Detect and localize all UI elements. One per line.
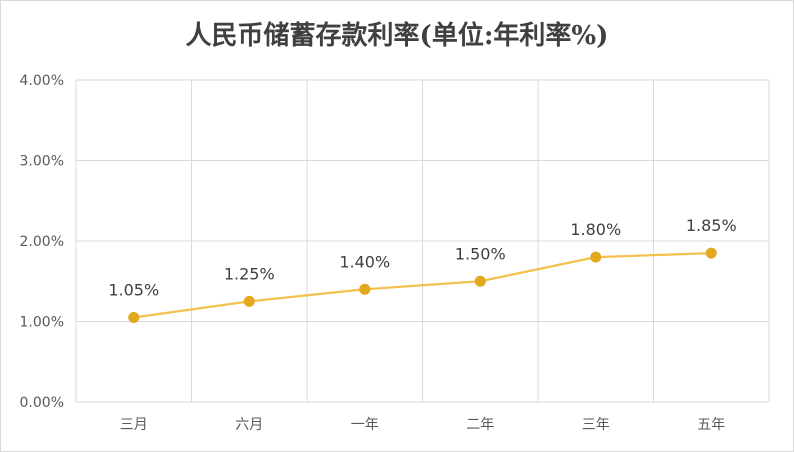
data-label: 1.50%	[455, 244, 506, 263]
chart-title: 人民币储蓄存款利率(单位:年利率%)	[186, 20, 609, 51]
data-points	[128, 247, 717, 323]
y-tick-label: 0.00%	[20, 395, 64, 411]
y-tick-label: 1.00%	[20, 315, 64, 331]
y-tick-label: 3.00%	[20, 154, 64, 170]
y-tick-label: 2.00%	[20, 234, 64, 250]
y-axis-ticks: 0.00% 1.00% 2.00% 3.00% 4.00%	[20, 73, 64, 411]
grid-lines	[75, 79, 770, 403]
data-label: 1.25%	[224, 264, 275, 283]
x-axis-ticks: 三月 六月 一年 二年 三年 五年	[120, 417, 726, 433]
data-point	[474, 275, 486, 287]
x-tick-label: 五年	[697, 417, 725, 433]
data-point	[590, 251, 602, 263]
data-point	[243, 295, 255, 307]
series-line	[133, 251, 712, 319]
data-point	[359, 283, 371, 295]
series-polyline	[133, 251, 712, 319]
data-label: 1.80%	[570, 220, 621, 239]
data-label: 1.40%	[339, 252, 390, 271]
x-tick-label: 一年	[351, 417, 379, 433]
x-tick-label: 三月	[120, 417, 148, 433]
y-tick-label: 4.00%	[20, 73, 64, 89]
x-tick-label: 三年	[582, 417, 610, 433]
x-tick-label: 二年	[466, 417, 494, 433]
data-point	[705, 247, 717, 259]
data-labels: 1.05% 1.25% 1.40% 1.50% 1.80% 1.85%	[108, 216, 736, 299]
x-tick-label: 六月	[235, 417, 263, 433]
data-label: 1.05%	[108, 280, 159, 299]
data-point	[128, 311, 140, 323]
data-label: 1.85%	[686, 216, 737, 235]
